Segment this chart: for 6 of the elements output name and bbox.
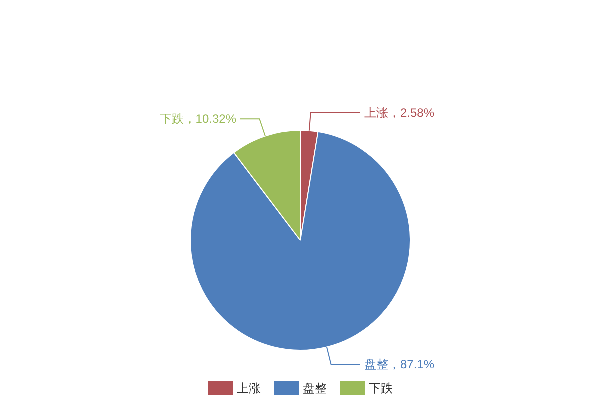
data-label: 下跌，10.32% (160, 112, 237, 126)
legend-label: 下跌 (369, 382, 393, 396)
legend-label: 上涨 (237, 382, 261, 396)
legend-label: 盘整 (303, 382, 327, 396)
data-label: 上涨，2.58% (364, 106, 435, 120)
data-label: 盘整，87.1% (364, 358, 435, 372)
